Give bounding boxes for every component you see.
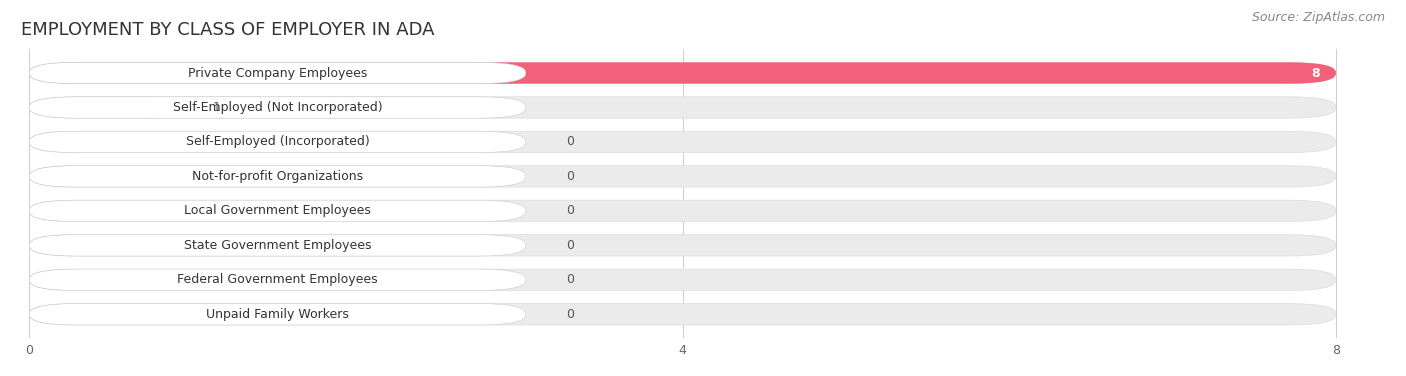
Text: 0: 0 <box>567 205 575 217</box>
Text: Source: ZipAtlas.com: Source: ZipAtlas.com <box>1251 11 1385 24</box>
FancyBboxPatch shape <box>30 166 100 187</box>
FancyBboxPatch shape <box>30 131 526 153</box>
Text: Unpaid Family Workers: Unpaid Family Workers <box>207 308 349 321</box>
FancyBboxPatch shape <box>30 62 1336 84</box>
FancyBboxPatch shape <box>30 62 1336 84</box>
Text: Federal Government Employees: Federal Government Employees <box>177 273 378 286</box>
FancyBboxPatch shape <box>30 200 1336 221</box>
FancyBboxPatch shape <box>30 269 100 291</box>
FancyBboxPatch shape <box>30 303 100 325</box>
FancyBboxPatch shape <box>30 97 1336 118</box>
FancyBboxPatch shape <box>30 166 1336 187</box>
FancyBboxPatch shape <box>30 166 526 187</box>
FancyBboxPatch shape <box>30 303 1336 325</box>
Text: Self-Employed (Incorporated): Self-Employed (Incorporated) <box>186 135 370 149</box>
Text: Not-for-profit Organizations: Not-for-profit Organizations <box>193 170 363 183</box>
FancyBboxPatch shape <box>30 97 526 118</box>
Text: EMPLOYMENT BY CLASS OF EMPLOYER IN ADA: EMPLOYMENT BY CLASS OF EMPLOYER IN ADA <box>21 21 434 39</box>
FancyBboxPatch shape <box>30 200 526 221</box>
FancyBboxPatch shape <box>30 235 1336 256</box>
Text: 0: 0 <box>567 308 575 321</box>
Text: 1: 1 <box>212 101 221 114</box>
FancyBboxPatch shape <box>30 269 1336 291</box>
FancyBboxPatch shape <box>30 303 526 325</box>
FancyBboxPatch shape <box>30 131 100 153</box>
FancyBboxPatch shape <box>30 235 526 256</box>
Text: Local Government Employees: Local Government Employees <box>184 205 371 217</box>
Text: Self-Employed (Not Incorporated): Self-Employed (Not Incorporated) <box>173 101 382 114</box>
FancyBboxPatch shape <box>30 269 526 291</box>
Text: 8: 8 <box>1310 67 1320 79</box>
FancyBboxPatch shape <box>30 97 193 118</box>
FancyBboxPatch shape <box>30 235 100 256</box>
Text: 0: 0 <box>567 135 575 149</box>
FancyBboxPatch shape <box>30 131 1336 153</box>
Text: 0: 0 <box>567 273 575 286</box>
Text: Private Company Employees: Private Company Employees <box>188 67 367 79</box>
Text: 0: 0 <box>567 239 575 252</box>
FancyBboxPatch shape <box>30 62 526 84</box>
FancyBboxPatch shape <box>30 200 100 221</box>
Text: 0: 0 <box>567 170 575 183</box>
Text: State Government Employees: State Government Employees <box>184 239 371 252</box>
